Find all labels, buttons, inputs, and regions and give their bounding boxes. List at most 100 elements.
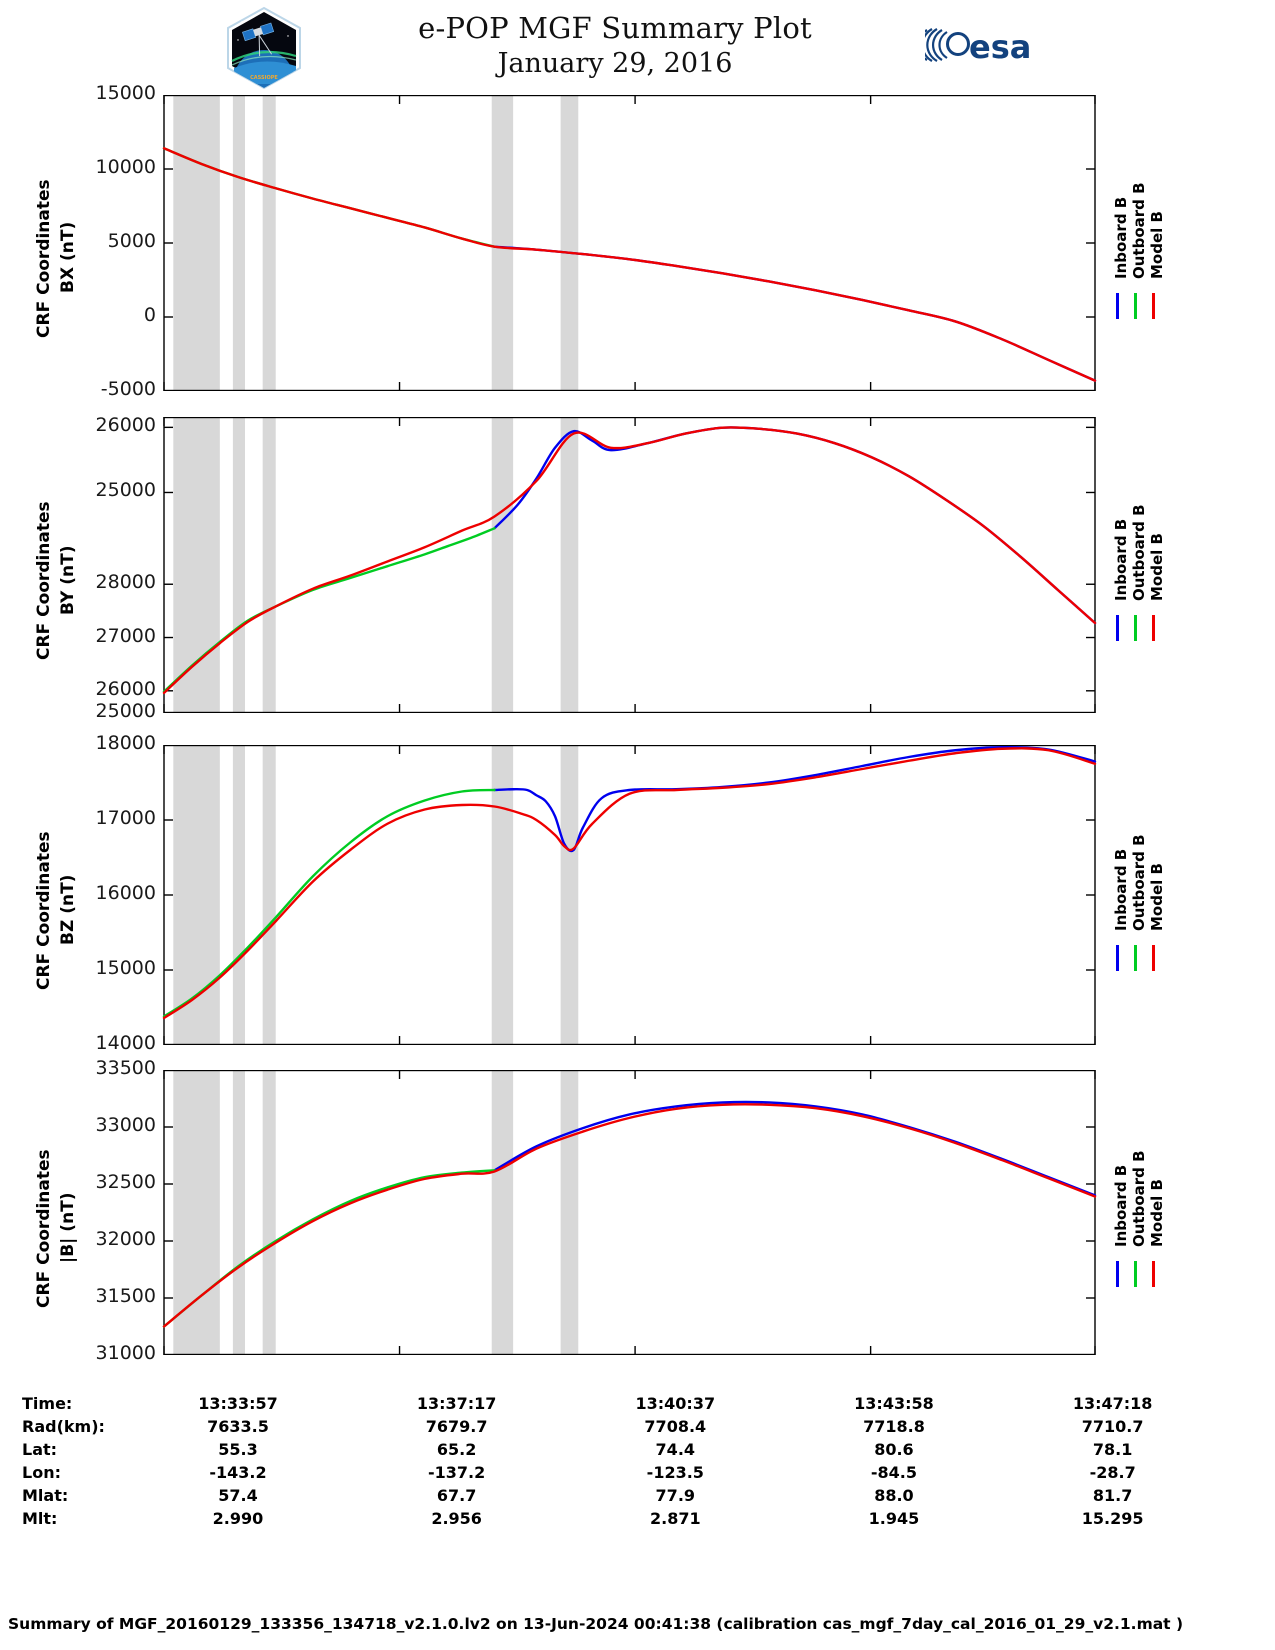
legend-bx: Inboard B Outboard B Model B	[1100, 95, 1270, 391]
table-cell: 81.7	[1092, 1486, 1133, 1505]
legend-swatch	[1152, 1261, 1155, 1287]
panel-bmag: CRF Coordinates |B| (nT) 33500 33000 32500 32…	[0, 1057, 1275, 1364]
shaded-band	[262, 417, 276, 713]
shaded-band	[491, 745, 514, 1045]
plot-area-bmag	[162, 1070, 1097, 1355]
shaded-band	[262, 95, 276, 391]
legend-label: Model B	[1148, 863, 1166, 931]
legend-label: Model B	[1148, 211, 1166, 279]
legend-label: Outboard B	[1130, 504, 1148, 601]
table-row: Lon: -143.2 -137.2 -123.5 -84.5 -28.7	[22, 1461, 1222, 1484]
table-cell: 2.871	[649, 1509, 701, 1528]
esa-logo-text: esa	[969, 28, 1031, 66]
legend-swatch	[1134, 1261, 1137, 1287]
table-cell: 74.4	[655, 1440, 696, 1459]
panel-bz: CRF Coordinates BZ (nT) 18000 17000 16000 150…	[0, 732, 1275, 1054]
table-cell: 55.3	[218, 1440, 258, 1459]
table-cell: 2.956	[431, 1509, 482, 1528]
y-axis-label-line1: CRF Coordinates	[34, 1148, 54, 1308]
ephemeris-table: Time: 13:33:57 13:37:17 13:40:37 13:43:58 13:…	[0, 1392, 1275, 1530]
table-cell: 78.1	[1092, 1440, 1133, 1459]
table-row-label: Time:	[22, 1394, 73, 1413]
series-line	[162, 788, 496, 1018]
shaded-band	[173, 1070, 220, 1355]
title-subtitle: January 29, 2016	[497, 48, 733, 79]
table-cell: -143.2	[209, 1463, 267, 1482]
table-row-label: Mlat:	[22, 1486, 69, 1505]
shaded-band	[173, 745, 220, 1045]
table-row: Mlat: 57.4 67.7 77.9 88.0 81.7	[22, 1484, 1222, 1507]
mission-logo-caption: CASSIOPE	[250, 75, 278, 81]
y-tick-label: 31500	[95, 1285, 156, 1307]
y-tick-label: 28000	[95, 571, 156, 594]
legend-swatch	[1116, 945, 1119, 971]
plot-area-bz	[162, 745, 1097, 1045]
plot-frame	[163, 1070, 1096, 1355]
y-tick-label: -5000	[100, 378, 156, 400]
legend-bmag: Inboard B Outboard B Model B	[1100, 1070, 1270, 1355]
plot-frame	[163, 417, 1096, 713]
legend-label: Inboard B	[1112, 1164, 1130, 1247]
page-title: e-POP MGF Summary Plot January 29, 2016	[330, 10, 900, 81]
plot-area-bx	[162, 95, 1097, 391]
series-line	[493, 1100, 1097, 1197]
cassiope-epop-mission-patch-icon: CASSIOPE	[222, 6, 306, 90]
y-tick-label: 10000	[95, 156, 156, 178]
legend-swatch	[1152, 945, 1155, 971]
y-tick-label: 15000	[95, 957, 156, 979]
shaded-band	[491, 417, 514, 713]
legend-swatch	[1134, 615, 1137, 641]
y-tick-label: 32500	[95, 1171, 156, 1193]
page-header: CASSIOPE e-POP MGF Summary Plot January …	[0, 0, 1275, 92]
y-tick-label: 14000	[95, 1032, 156, 1054]
table-cell: 88.0	[874, 1486, 914, 1505]
shaded-band	[232, 417, 245, 713]
series-line	[493, 746, 1097, 853]
table-cell: 7710.7	[1081, 1417, 1144, 1436]
legend-label: Outboard B	[1130, 834, 1148, 931]
legend-swatch	[1134, 945, 1137, 971]
table-cell: -123.5	[646, 1463, 704, 1482]
table-cell: 13:37:17	[416, 1394, 497, 1413]
legend-swatch	[1116, 615, 1119, 641]
shaded-band	[173, 417, 220, 713]
shaded-band	[560, 95, 579, 391]
legend-label: Inboard B	[1112, 848, 1130, 931]
legend-bz: Inboard B Outboard B Model B	[1100, 745, 1270, 1045]
title-main: e-POP MGF Summary Plot	[418, 11, 812, 45]
series-line	[162, 1103, 1097, 1328]
legend-swatch	[1152, 615, 1155, 641]
table-cell: 13:47:18	[1072, 1394, 1153, 1413]
legend-swatch	[1152, 293, 1155, 319]
legend-swatch	[1116, 293, 1119, 319]
plot-frame	[163, 95, 1096, 391]
series-line	[162, 426, 1097, 695]
y-axis-label-bz: CRF Coordinates	[34, 831, 54, 990]
y-tick-label: 33500	[95, 1057, 156, 1079]
table-cell: -28.7	[1089, 1463, 1136, 1482]
table-cell: 65.2	[436, 1440, 477, 1459]
table-row: Time: 13:33:57 13:37:17 13:40:37 13:43:58 13:…	[22, 1392, 1222, 1415]
y-axis-label-bmag: CRF Coordinates	[34, 1149, 54, 1308]
footer-caption: Summary of MGF_20160129_133356_134718_v2…	[8, 1615, 1184, 1633]
table-cell: 15.295	[1081, 1509, 1144, 1528]
table-row-label: Lat:	[22, 1440, 58, 1459]
y-tick-label: 5000	[107, 230, 156, 252]
shaded-band	[232, 745, 245, 1045]
legend-label: Inboard B	[1112, 518, 1130, 601]
panel-bx: CRF Coordinates BX (nT) 15000 10000 5000 0 -50…	[0, 82, 1275, 400]
legend-label: Model B	[1148, 1179, 1166, 1247]
legend-label: Model B	[1148, 533, 1166, 601]
legend-label: Outboard B	[1130, 182, 1148, 279]
y-tick-label: 32000	[95, 1228, 156, 1250]
legend-label: Inboard B	[1112, 196, 1130, 279]
legend-label: Outboard B	[1130, 1150, 1148, 1247]
shaded-band	[560, 745, 579, 1045]
y-axis-label-bx: CRF Coordinates	[34, 179, 54, 338]
y-tick-label: 26000	[95, 414, 156, 437]
y-tick-label: 31000	[95, 1342, 156, 1364]
shaded-band	[560, 417, 579, 713]
shaded-band	[491, 1070, 514, 1355]
y-tick-label: 25000	[95, 700, 156, 722]
